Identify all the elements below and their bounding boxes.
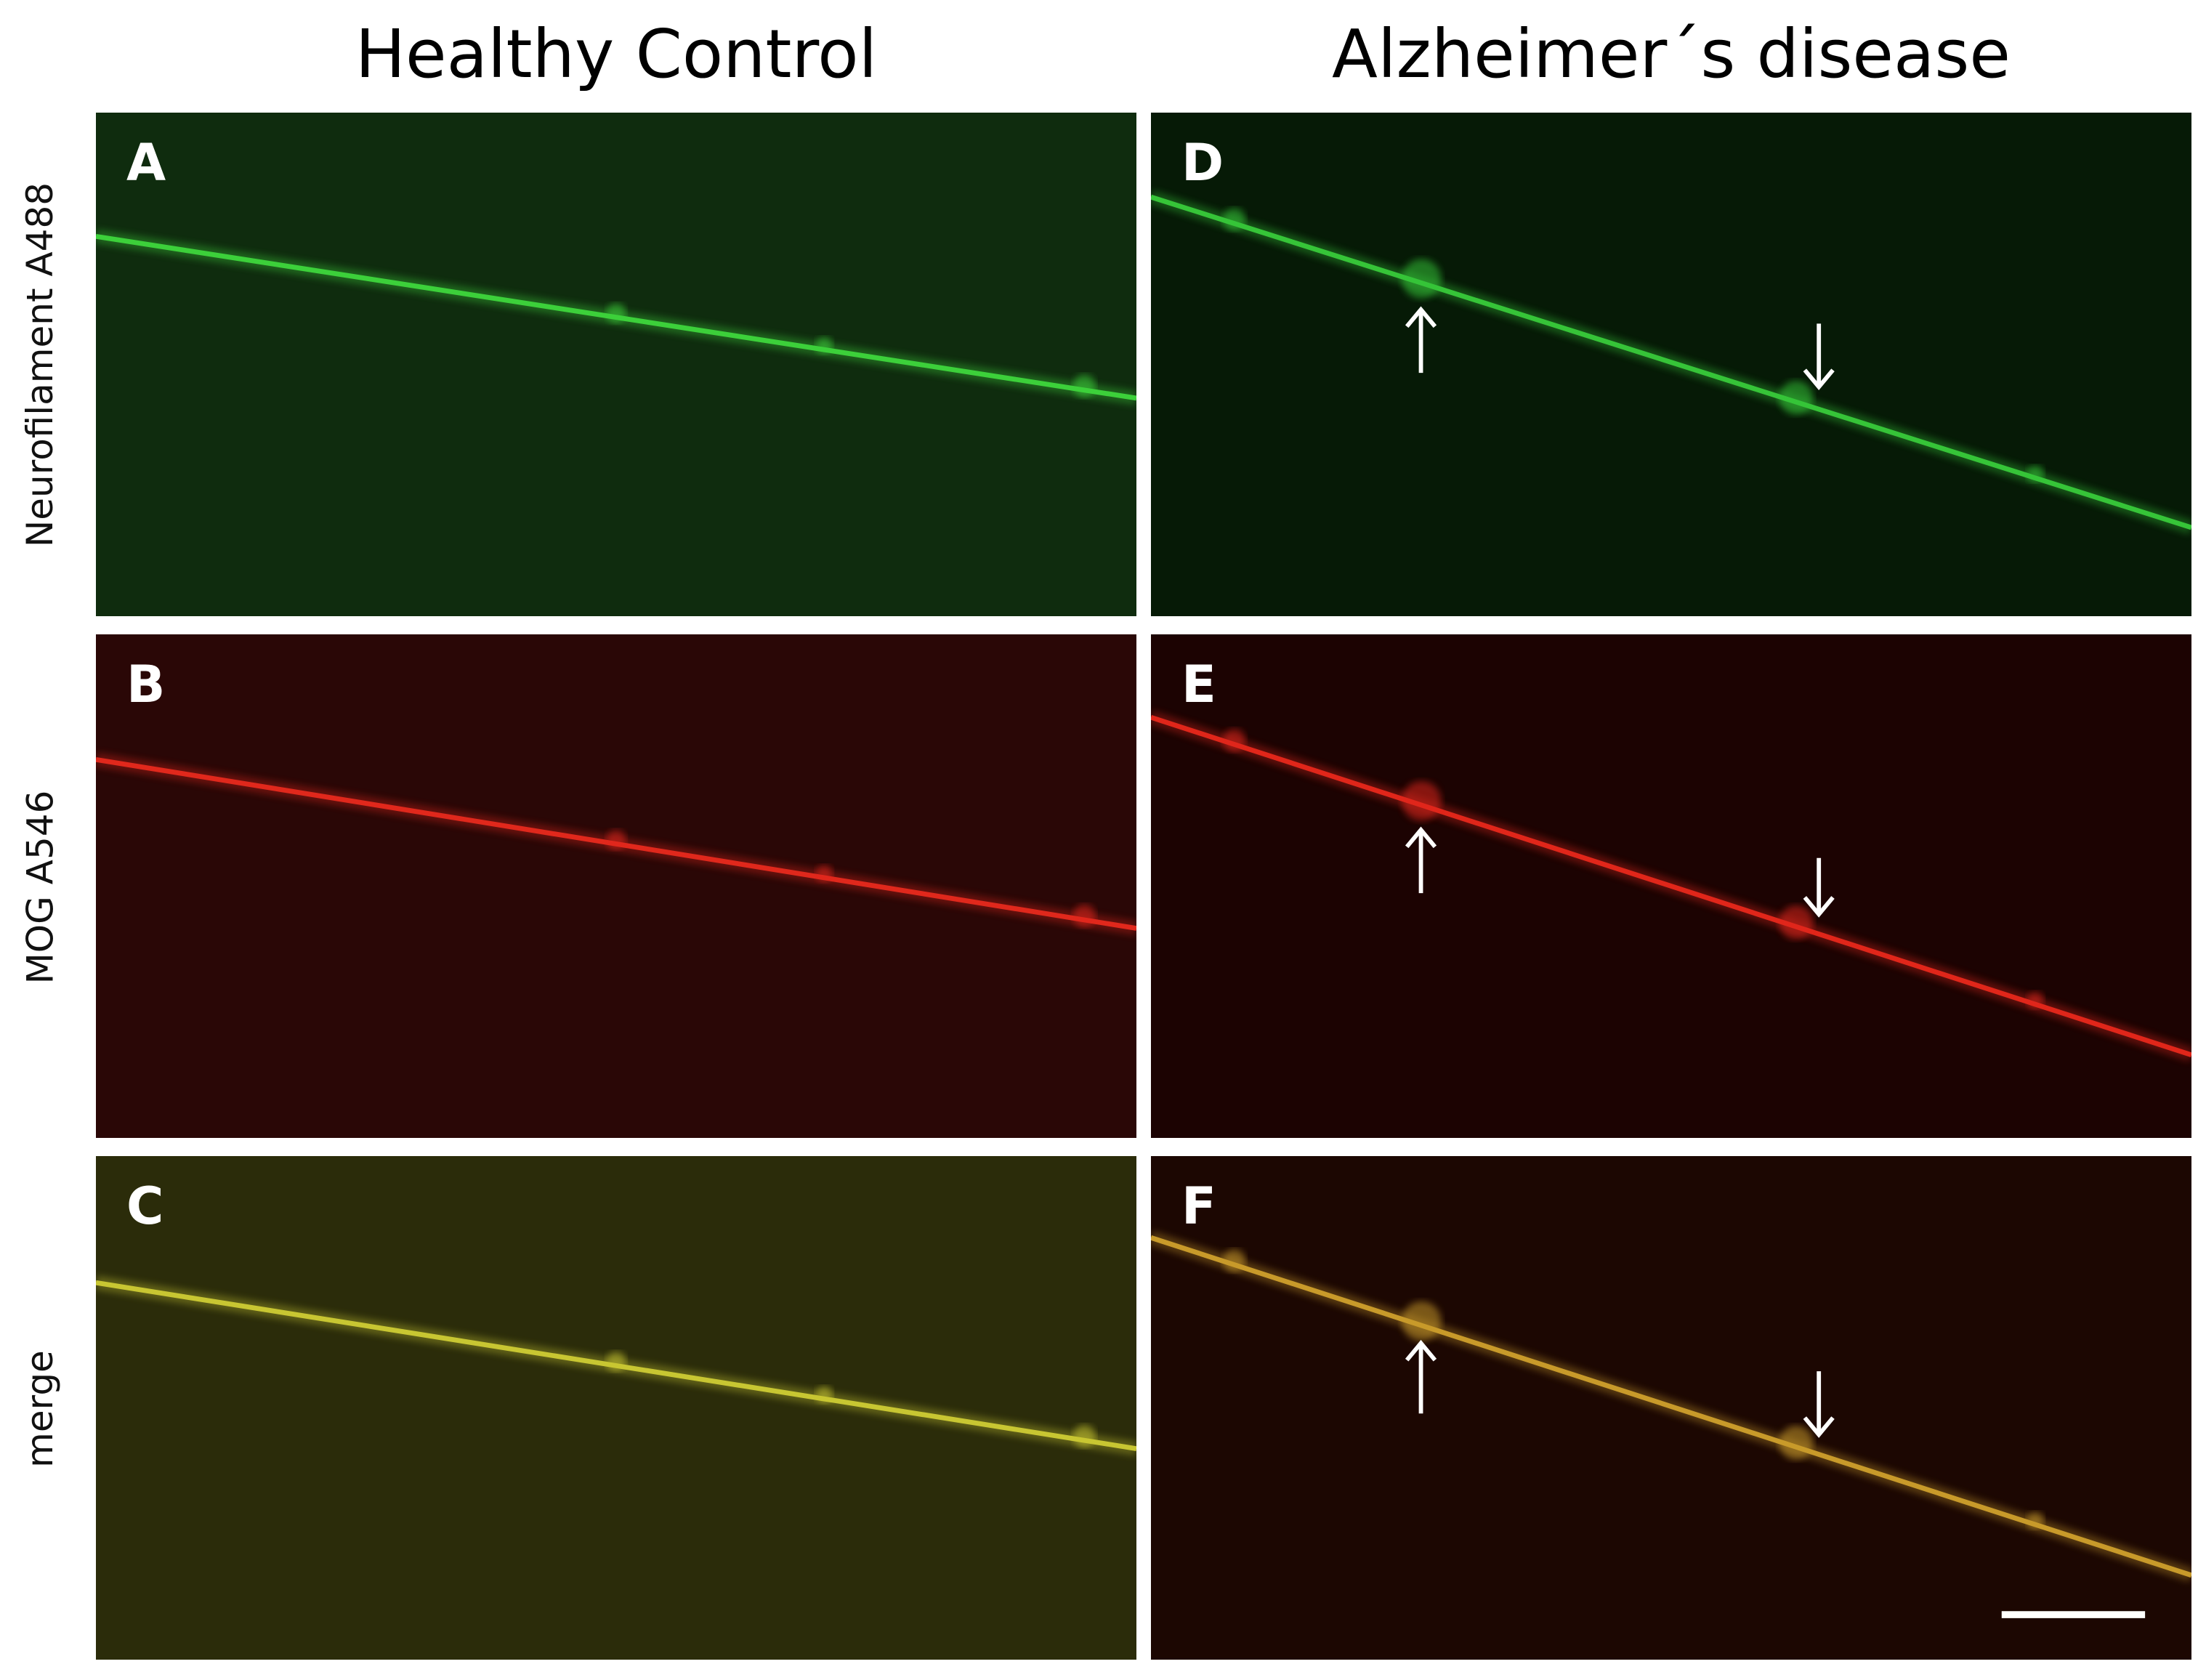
micrograph bbox=[1151, 1156, 2191, 1660]
varicosity bbox=[1223, 208, 1246, 231]
panel-letter: B bbox=[126, 655, 166, 714]
panel-a: A bbox=[96, 113, 1136, 616]
arrow-up-head bbox=[1405, 1339, 1437, 1362]
arrow-up-head bbox=[1405, 826, 1437, 849]
micrograph bbox=[1151, 113, 2191, 616]
row-label-mog: MOG A546 bbox=[19, 790, 61, 984]
panel-letter: F bbox=[1181, 1176, 1216, 1236]
axon bbox=[1151, 194, 2191, 530]
varicosity bbox=[606, 830, 626, 850]
micrograph bbox=[96, 634, 1136, 1138]
background bbox=[96, 634, 1136, 1138]
varicosity bbox=[1779, 381, 1814, 415]
varicosity bbox=[1779, 905, 1814, 940]
column-title-healthy-control: Healthy Control bbox=[355, 15, 878, 93]
varicosity bbox=[1072, 1424, 1096, 1447]
micrograph bbox=[96, 113, 1136, 616]
varicosity bbox=[1072, 374, 1096, 397]
panel-f: F bbox=[1151, 1156, 2191, 1660]
arrow-down-head bbox=[1803, 1416, 1835, 1438]
varicosity bbox=[1402, 1301, 1442, 1341]
panel-letter: C bbox=[126, 1176, 164, 1236]
varicosity bbox=[606, 1352, 626, 1372]
panel-letter: E bbox=[1181, 655, 1216, 714]
arrow-down-head bbox=[1803, 368, 1835, 391]
arrow-up-head bbox=[1405, 306, 1437, 328]
background bbox=[96, 113, 1136, 616]
micrograph bbox=[96, 1156, 1136, 1660]
varicosity bbox=[2027, 465, 2044, 482]
varicosity bbox=[606, 303, 626, 323]
varicosity bbox=[1072, 904, 1096, 927]
varicosity bbox=[2027, 1511, 2044, 1529]
arrow-down-head bbox=[1803, 896, 1835, 918]
varicosity bbox=[815, 336, 833, 354]
varicosity bbox=[1779, 1426, 1814, 1460]
panel-letter: D bbox=[1181, 133, 1224, 193]
column-title-alzheimers: Alzheimer´s disease bbox=[1332, 15, 2011, 93]
panel-letter: A bbox=[126, 133, 166, 193]
varicosity bbox=[815, 865, 833, 882]
panel-b: B bbox=[96, 634, 1136, 1138]
varicosity bbox=[1223, 729, 1246, 752]
varicosity bbox=[1223, 1249, 1246, 1272]
axon bbox=[1151, 1235, 2191, 1578]
background bbox=[96, 1156, 1136, 1660]
micrograph bbox=[1151, 634, 2191, 1138]
axon bbox=[1151, 714, 2191, 1058]
panel-c: C bbox=[96, 1156, 1136, 1660]
varicosity bbox=[2027, 991, 2044, 1009]
varicosity bbox=[1402, 781, 1442, 821]
varicosity bbox=[815, 1386, 833, 1403]
panel-d: D bbox=[1151, 113, 2191, 616]
row-label-merge: merge bbox=[19, 1350, 61, 1468]
row-label-neurofilament: Neurofilament A488 bbox=[19, 182, 62, 547]
panel-e: E bbox=[1151, 634, 2191, 1138]
varicosity bbox=[1402, 259, 1442, 299]
